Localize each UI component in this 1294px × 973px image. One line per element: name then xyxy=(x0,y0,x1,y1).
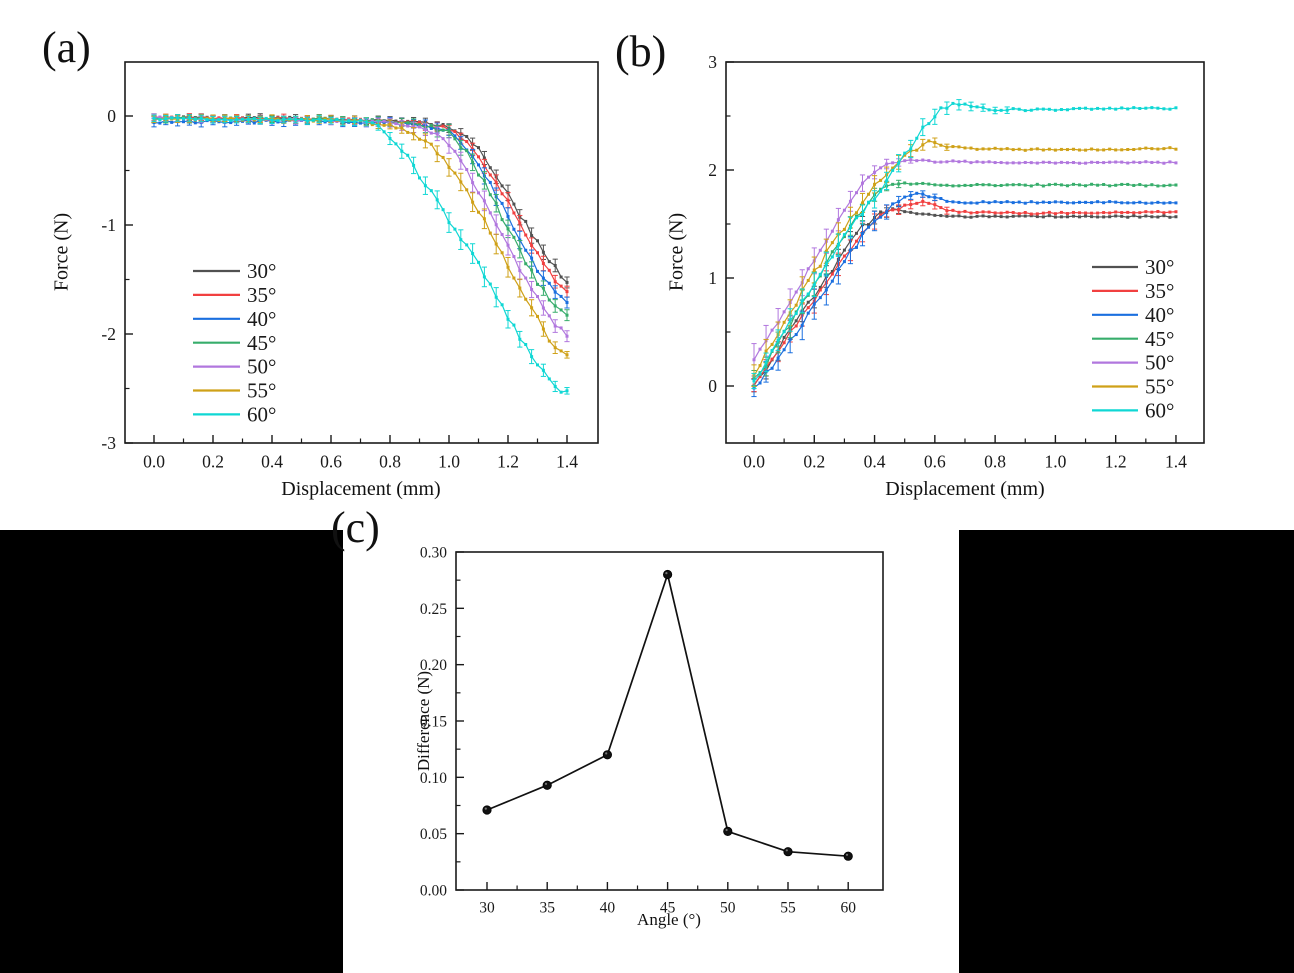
tick-label: -3 xyxy=(101,433,116,453)
plot-frame-a xyxy=(124,61,599,444)
tick-label: 1.2 xyxy=(497,452,519,472)
legend-label-55°: 55° xyxy=(247,379,276,403)
tick-label: 0.00 xyxy=(420,882,447,899)
tick-label: 1.4 xyxy=(1165,452,1187,472)
tick-label: 0.8 xyxy=(984,452,1006,472)
tick-label: 0 xyxy=(107,106,116,126)
tick-label: 0.8 xyxy=(379,452,401,472)
tick-label: 45 xyxy=(660,900,676,917)
panel-c-tag: (c) xyxy=(331,503,380,552)
legend-a: 30°35°40°45°50°55°60° xyxy=(193,259,276,427)
tick-label: 50 xyxy=(720,900,736,917)
tick-label: 0.25 xyxy=(420,601,447,618)
legend-label-35°: 35° xyxy=(247,283,276,307)
tick-label: 0.10 xyxy=(420,770,447,787)
tick-label: -2 xyxy=(101,324,116,344)
legend-label-30°: 30° xyxy=(1145,255,1174,279)
legend-label-40°: 40° xyxy=(247,307,276,331)
black-mask-right xyxy=(959,530,1294,973)
tick-label: 0.6 xyxy=(320,452,342,472)
tick-label: 0.0 xyxy=(143,452,165,472)
y-axis-b: 0 1 2 3 xyxy=(708,52,734,396)
panel-a-xaxis-title: Displacement (mm) xyxy=(281,478,441,500)
legend-label-40°: 40° xyxy=(1145,303,1174,327)
tick-label: 0.20 xyxy=(420,657,447,674)
tick-label: -1 xyxy=(101,215,116,235)
tick-label: 0 xyxy=(708,376,717,396)
tick-label: 1.4 xyxy=(556,452,578,472)
series-c-Difference xyxy=(482,569,853,861)
tick-label: 3 xyxy=(708,52,717,72)
tick-label: 0.0 xyxy=(743,452,765,472)
x-axis-a: 0.0 0.2 0.4 0.6 0.8 1.0 1.2 1.4 xyxy=(143,435,578,472)
legend-label-50°: 50° xyxy=(247,355,276,379)
panel-b-yaxis-title: Force (N) xyxy=(665,212,688,292)
legend-label-45°: 45° xyxy=(247,331,276,355)
legend-label-60°: 60° xyxy=(1145,399,1174,423)
tick-label: 1.0 xyxy=(438,452,460,472)
tick-label: 40 xyxy=(600,900,616,917)
tick-label: 35 xyxy=(539,900,555,917)
panel-c-yaxis-title: Difference (N) xyxy=(414,670,433,772)
plot-frame-c xyxy=(455,551,884,891)
tick-label: 0.05 xyxy=(420,826,447,843)
legend-label-45°: 45° xyxy=(1145,327,1174,351)
tick-label: 1.0 xyxy=(1044,452,1066,472)
tick-label: 1.2 xyxy=(1105,452,1127,472)
tick-label: 0.30 xyxy=(420,544,447,561)
black-mask-left xyxy=(0,530,343,973)
tick-label: 0.4 xyxy=(261,452,283,472)
tick-label: 0.2 xyxy=(803,452,825,472)
series-b-55° xyxy=(751,137,1178,387)
legend-label-60°: 60° xyxy=(247,403,276,427)
panel-a-tag: (a) xyxy=(42,23,91,72)
tick-label: 60 xyxy=(840,900,856,917)
panel-b-xaxis-title: Displacement (mm) xyxy=(885,478,1045,500)
tick-label: 0.6 xyxy=(924,452,946,472)
tick-label: 0.15 xyxy=(420,713,447,730)
panel-b-tag: (b) xyxy=(615,27,667,76)
series-a-60° xyxy=(151,114,570,395)
y-axis-a: 0 -1 -2 -3 xyxy=(101,106,133,453)
y-axis-c: 0.00 0.05 0.10 0.15 0.20 0.25 0.30 xyxy=(420,544,464,899)
series-b-60° xyxy=(751,99,1178,390)
panel-c-xaxis-title: Angle (°) xyxy=(637,910,701,929)
tick-label: 55 xyxy=(780,900,796,917)
tick-label: 1 xyxy=(708,268,717,288)
tick-label: 30 xyxy=(479,900,495,917)
x-axis-c: 30 35 40 45 50 55 60 xyxy=(479,882,856,917)
x-axis-b: 0.0 0.2 0.4 0.6 0.8 1.0 1.2 1.4 xyxy=(743,435,1187,472)
legend-label-55°: 55° xyxy=(1145,375,1174,399)
legend-label-35°: 35° xyxy=(1145,279,1174,303)
legend-label-50°: 50° xyxy=(1145,351,1174,375)
tick-label: 0.4 xyxy=(864,452,886,472)
legend-b: 30°35°40°45°50°55°60° xyxy=(1092,255,1174,423)
panel-a-yaxis-title: Force (N) xyxy=(50,212,73,292)
tick-label: 0.2 xyxy=(202,452,224,472)
tick-label: 2 xyxy=(708,160,717,180)
legend-label-30°: 30° xyxy=(247,259,276,283)
